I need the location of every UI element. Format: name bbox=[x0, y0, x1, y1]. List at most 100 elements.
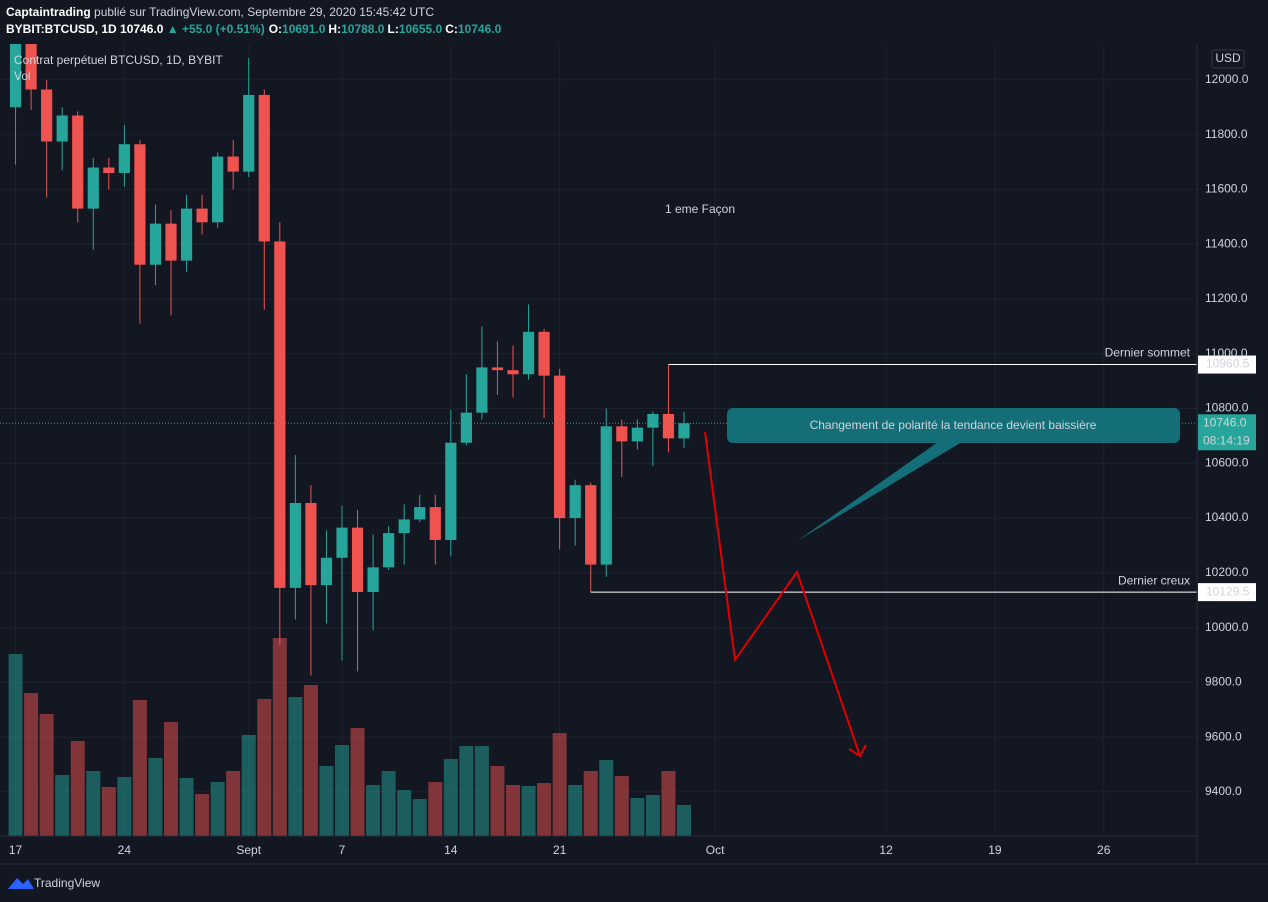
volume-bar bbox=[583, 771, 598, 836]
candle-body bbox=[585, 485, 597, 565]
y-tick-label: 9800.0 bbox=[1205, 675, 1242, 689]
y-tick-label: 10200.0 bbox=[1205, 565, 1249, 579]
candle-body bbox=[662, 413, 675, 439]
y-tick-label: 12000.0 bbox=[1205, 72, 1249, 86]
author: Captaintrading bbox=[6, 5, 91, 19]
volume-bar bbox=[39, 714, 54, 836]
candle-body bbox=[180, 208, 193, 261]
y-tick-label: 11800.0 bbox=[1205, 127, 1248, 141]
candle-body bbox=[367, 567, 379, 592]
candle-body bbox=[398, 519, 410, 534]
volume-bar bbox=[164, 722, 178, 836]
currency-button[interactable] bbox=[1211, 49, 1245, 69]
header-line: Captaintrading publié sur TradingView.co… bbox=[6, 5, 434, 19]
y-tick-label: 9400.0 bbox=[1205, 784, 1242, 798]
ohlc-label: L: bbox=[387, 22, 398, 36]
volume-bar bbox=[677, 805, 691, 836]
volume-bar bbox=[86, 771, 101, 836]
volume-bar bbox=[568, 785, 583, 836]
ohlc-label: H: bbox=[328, 22, 341, 36]
candle-body bbox=[616, 426, 628, 442]
last-price-label: 10746.0 bbox=[1203, 415, 1247, 429]
volume-bar bbox=[319, 766, 334, 836]
candle-body bbox=[554, 375, 566, 519]
x-tick-label: 12 bbox=[879, 843, 893, 857]
arrow-head bbox=[848, 744, 867, 758]
candle-body bbox=[289, 502, 301, 588]
volume-bar bbox=[537, 783, 552, 836]
volume-bar bbox=[132, 700, 147, 836]
volume-bar bbox=[288, 697, 303, 836]
candle-layer bbox=[9, 44, 690, 676]
candle-body bbox=[647, 413, 659, 428]
candle-body bbox=[258, 94, 270, 242]
price-line-badge bbox=[1198, 583, 1256, 602]
volume-bar bbox=[661, 771, 676, 836]
x-tick-label: 19 bbox=[988, 843, 1002, 857]
candle-body bbox=[522, 331, 535, 375]
candle-body bbox=[274, 241, 286, 588]
symbol-line: BYBIT:BTCUSD, 1D 10746.0 ▲ +55.0 (+0.51%… bbox=[6, 22, 502, 36]
candle-body bbox=[320, 557, 333, 586]
x-tick-label: 14 bbox=[444, 843, 458, 857]
candle-body bbox=[600, 426, 612, 565]
ohlc-value: 10746.0 bbox=[458, 22, 502, 36]
countdown: 08:14:19 bbox=[1203, 433, 1250, 447]
volume-bar bbox=[101, 787, 116, 836]
volume-bar bbox=[335, 745, 349, 836]
overlay-layer: 9400.0 9600.0 9800.0 10000.0 10200.0 10400.0 1… bbox=[0, 72, 1256, 857]
volume-bar bbox=[303, 685, 318, 836]
last: 10746.0 bbox=[120, 22, 164, 36]
x-tick-label: 26 bbox=[1097, 843, 1111, 857]
y-tick-label: 11400.0 bbox=[1205, 236, 1248, 250]
candle-body bbox=[507, 370, 519, 375]
volume-bar bbox=[117, 777, 132, 836]
candle-body bbox=[212, 156, 224, 223]
volume-bar bbox=[490, 766, 505, 836]
volume-bar bbox=[70, 741, 85, 836]
y-tick-label: 10400.0 bbox=[1205, 510, 1249, 524]
volume-bar bbox=[272, 638, 287, 836]
candle-body bbox=[196, 208, 208, 223]
candle-body bbox=[429, 507, 441, 540]
candle-body bbox=[103, 167, 115, 173]
volume-bar bbox=[241, 735, 256, 836]
candle-body bbox=[72, 115, 84, 209]
volume-bar bbox=[474, 746, 489, 836]
volume-bar bbox=[195, 794, 210, 836]
candle-body bbox=[165, 223, 177, 261]
symbol: BYBIT:BTCUSD, 1D bbox=[6, 22, 117, 36]
x-tick-label: Sept bbox=[236, 843, 261, 857]
y-tick-label: 10800.0 bbox=[1205, 401, 1249, 415]
callout-box bbox=[727, 408, 1180, 443]
candle-body bbox=[445, 442, 457, 540]
currency[interactable]: USD bbox=[1215, 51, 1241, 65]
volume-bar bbox=[210, 782, 225, 836]
volume-bar bbox=[397, 790, 412, 836]
last-price-badge bbox=[1198, 414, 1256, 451]
price-line-name: Dernier sommet bbox=[1105, 346, 1191, 360]
candle-body bbox=[476, 367, 488, 413]
candle-body bbox=[118, 144, 130, 173]
y-tick-label: 10000.0 bbox=[1205, 620, 1249, 634]
candle-body bbox=[305, 502, 317, 586]
volume-bar bbox=[148, 758, 163, 836]
volume-bar bbox=[614, 776, 629, 836]
volume-bar bbox=[552, 733, 567, 836]
candle-body bbox=[243, 94, 255, 172]
y-tick-label: 11600.0 bbox=[1205, 182, 1248, 196]
candle-body bbox=[569, 485, 581, 519]
candle-body bbox=[227, 156, 239, 172]
candle-body bbox=[41, 89, 53, 142]
price-line-badge bbox=[1198, 355, 1256, 374]
projection-arrow bbox=[704, 431, 861, 757]
candle-body bbox=[56, 115, 68, 142]
grid bbox=[0, 44, 1197, 836]
candle-body bbox=[351, 527, 364, 592]
candle-body bbox=[149, 223, 162, 265]
volume-bar bbox=[459, 746, 474, 836]
legend-title: Contrat perpétuel BTCUSD, 1D, BYBIT bbox=[14, 53, 223, 67]
